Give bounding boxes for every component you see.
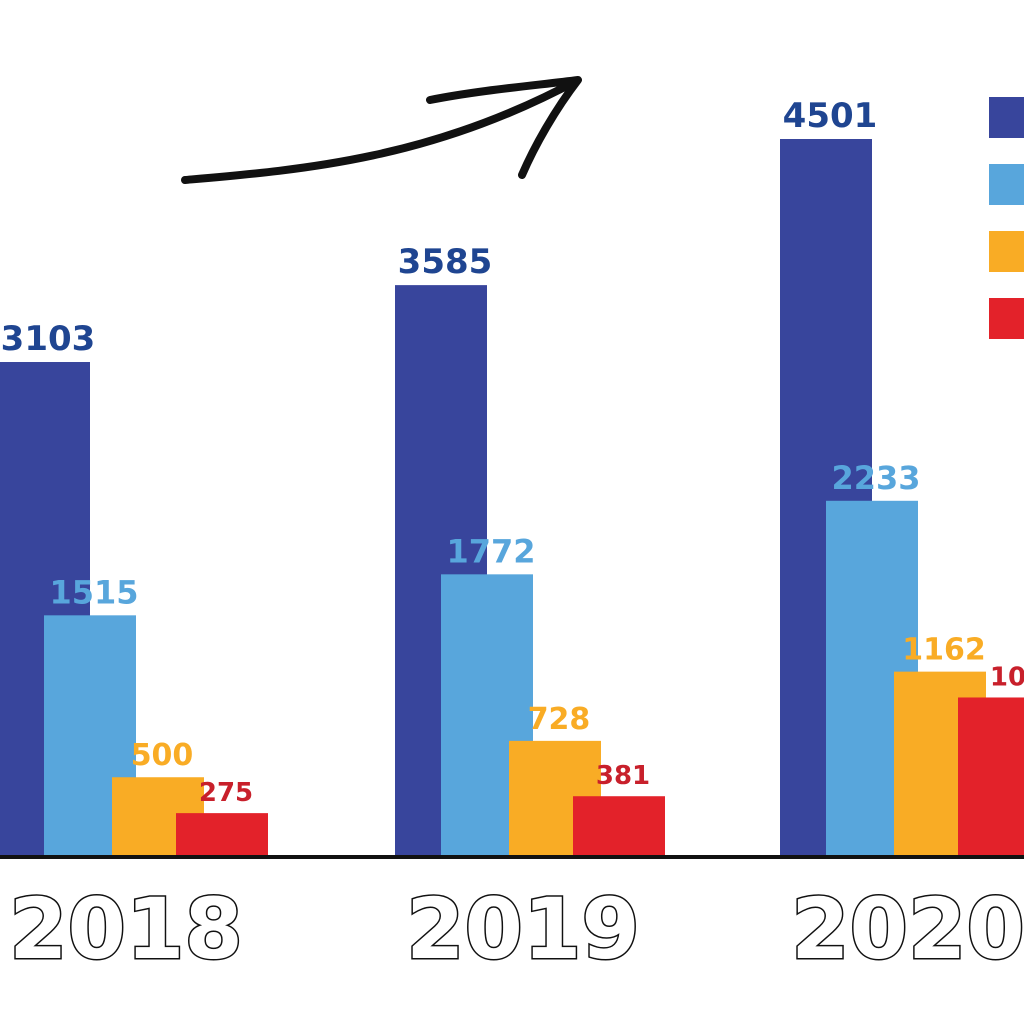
value-label-2019-series-3: 728 (528, 702, 591, 737)
bar-2019-series-4 (573, 796, 665, 857)
value-label-2019-series-1: 3585 (398, 242, 493, 282)
value-label-2018-series-3: 500 (131, 738, 194, 773)
value-label-2018-series-4: 275 (199, 778, 253, 808)
value-label-2020-series-1: 4501 (783, 96, 878, 136)
legend (989, 97, 1024, 339)
bar-2018-series-4 (176, 813, 268, 857)
value-label-2020-series-4: 10 (990, 662, 1024, 692)
legend-swatch-series-2 (989, 164, 1024, 205)
bars-layer (0, 139, 1024, 857)
legend-swatch-series-4 (989, 298, 1024, 339)
legend-swatch-series-1 (989, 97, 1024, 138)
x-tick-label-2018: 2018 (9, 880, 243, 978)
value-label-2019-series-4: 381 (596, 761, 650, 791)
value-label-2018-series-2: 1515 (49, 573, 138, 611)
value-label-2020-series-3: 1162 (902, 633, 986, 668)
trend-arrow-icon (181, 76, 582, 184)
x-tick-label-2020: 2020 (791, 880, 1024, 978)
value-label-2019-series-2: 1772 (446, 532, 535, 570)
year-labels-layer: 2018 2019 2020 (8, 879, 1024, 980)
value-label-2020-series-2: 2233 (831, 459, 920, 497)
bar-2020-series-4 (958, 697, 1024, 857)
x-tick-label-2019: 2019 (406, 880, 640, 978)
legend-swatch-series-3 (989, 231, 1024, 272)
value-label-2018-series-1: 3103 (1, 319, 96, 359)
